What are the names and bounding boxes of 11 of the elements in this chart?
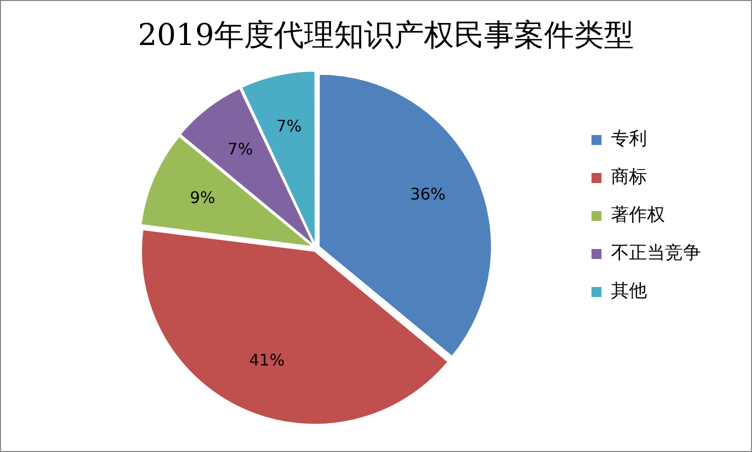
legend-label: 不正当竞争 (611, 242, 701, 264)
data-label: 7% (276, 116, 302, 136)
legend-label: 其他 (611, 280, 647, 302)
data-label: 7% (228, 139, 253, 158)
data-label: 36% (410, 184, 446, 204)
chart-title: 2019年度代理知识产权民事案件类型 (138, 18, 634, 53)
data-label: 41% (249, 350, 285, 370)
legend-label: 商标 (611, 166, 647, 188)
legend-label: 著作权 (611, 204, 665, 226)
legend-label: 专利 (611, 128, 647, 150)
data-label: 9% (190, 188, 216, 208)
